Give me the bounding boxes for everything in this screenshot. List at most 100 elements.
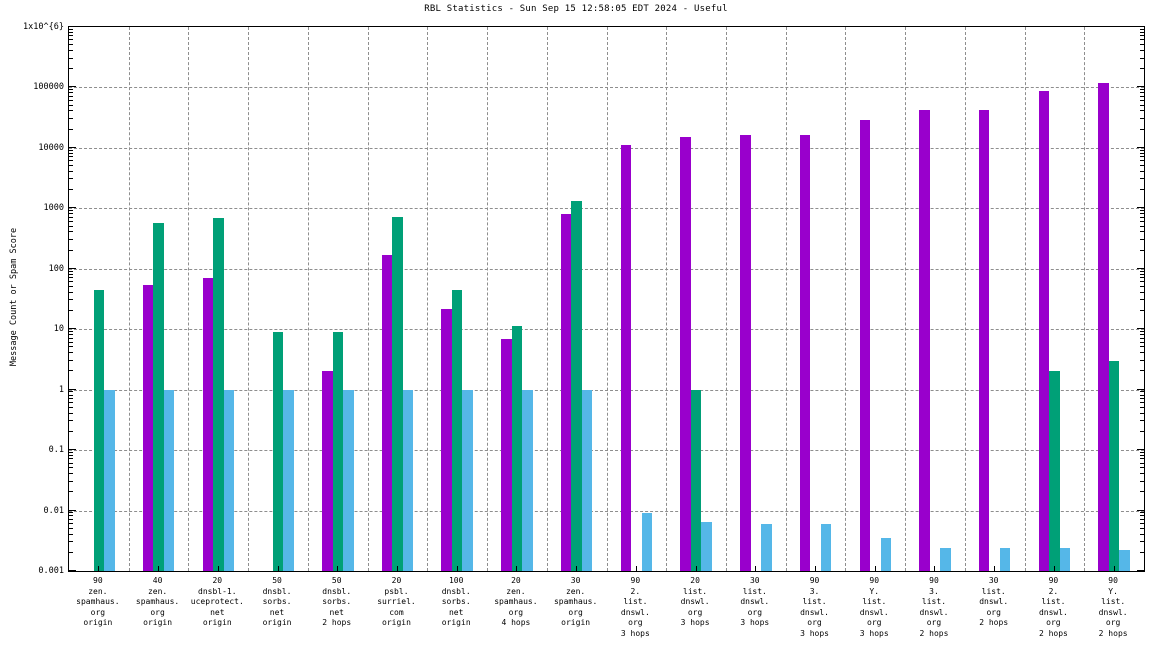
y-tick-minor (68, 95, 73, 97)
y-tick-minor (1140, 491, 1145, 493)
x-tick-mark (337, 566, 339, 571)
y-tick-minor (1140, 210, 1145, 212)
y-tick-minor (1140, 220, 1145, 222)
y-tick-minor (68, 491, 73, 493)
y-tick-minor (1140, 310, 1145, 312)
y-tick-minor (68, 216, 73, 218)
bar-not-spam (620, 145, 632, 571)
y-tick-minor (1140, 398, 1145, 400)
y-tick-minor (68, 160, 73, 162)
x-tick-label: 90 3. list. dnswl. org 3 hops (800, 576, 829, 638)
x-tick-label: 90 2. list. dnswl. org 2 hops (1038, 576, 1068, 638)
bar-score (820, 523, 832, 571)
y-tick-minor (68, 277, 73, 279)
group-separator (1084, 27, 1086, 571)
y-tick-minor (68, 178, 73, 180)
x-tick-label: 20 dnsbl-1. uceprotect. net origin (190, 576, 244, 627)
y-tick-minor (1140, 57, 1145, 59)
y-tick-major (1137, 146, 1145, 148)
bar-score (343, 389, 354, 571)
x-tick-label: 40 zen. spamhaus. org origin (135, 576, 180, 627)
x-tick-label: 90 2. list. dnswl. org 3 hops (620, 576, 650, 638)
y-tick-minor (68, 39, 73, 41)
group-separator (128, 27, 130, 571)
y-tick-minor (68, 57, 73, 59)
y-tick-label: 0.001 (38, 566, 64, 576)
bar-score (104, 389, 115, 571)
y-tick-minor (68, 225, 73, 227)
y-tick-minor (68, 458, 73, 460)
y-tick-minor (1140, 430, 1145, 432)
y-tick-minor (68, 128, 73, 130)
y-tick-minor (1140, 337, 1145, 339)
y-tick-minor (68, 341, 73, 343)
y-tick-minor (1140, 28, 1145, 30)
y-tick-minor (1140, 551, 1145, 553)
bar-score (1119, 550, 1130, 571)
y-tick-minor (68, 110, 73, 112)
y-tick-minor (1140, 165, 1145, 167)
x-tick-mark (516, 566, 518, 571)
y-tick-minor (68, 249, 73, 251)
bar-score (940, 548, 951, 571)
y-tick-label: 0.01 (43, 505, 64, 516)
y-tick-minor (1140, 391, 1145, 393)
y-tick-minor (68, 451, 73, 453)
x-tick-label: 20 list. dnswl. org 3 hops (680, 576, 710, 627)
y-tick-minor (1140, 299, 1145, 301)
y-tick-minor (68, 454, 73, 456)
x-tick-mark (695, 566, 697, 571)
y-tick-major (1137, 509, 1145, 511)
x-tick-label: 90 Y. list. dnswl. org 3 hops (859, 576, 889, 638)
y-tick-minor (68, 44, 73, 46)
y-tick-minor (68, 50, 73, 52)
y-tick-major (68, 86, 76, 88)
bar-score (1059, 548, 1071, 571)
y-tick-minor (1140, 512, 1145, 514)
group-separator (725, 27, 727, 571)
x-tick-mark (98, 566, 100, 571)
y-tick-minor (68, 299, 73, 301)
y-tick-minor (68, 480, 73, 482)
x-tick-mark (994, 566, 996, 571)
y-tick-minor (68, 238, 73, 240)
y-tick-minor (68, 467, 73, 469)
y-tick-minor (1140, 270, 1145, 272)
y-tick-minor (1140, 128, 1145, 130)
y-tick-minor (68, 522, 73, 524)
y-tick-minor (1140, 406, 1145, 408)
y-tick-major (68, 509, 76, 511)
bar-spam (571, 201, 582, 571)
y-tick-major (68, 267, 76, 269)
bar-score (581, 389, 593, 571)
x-tick-label: 50 dnsbl. sorbs. net origin (262, 576, 292, 627)
y-tick-major (68, 146, 76, 148)
group-separator (845, 27, 847, 571)
y-tick-minor (1140, 35, 1145, 37)
y-tick-minor (68, 359, 73, 361)
plot-area (68, 26, 1145, 572)
y-tick-minor (68, 210, 73, 212)
y-tick-minor (1140, 291, 1145, 293)
bar-not-spam (919, 110, 930, 571)
y-tick-minor (68, 281, 73, 283)
y-tick-minor (68, 104, 73, 106)
y-tick-minor (1140, 402, 1145, 404)
group-separator (666, 27, 668, 571)
group-separator (1024, 27, 1026, 571)
y-tick-major (1137, 267, 1145, 269)
y-tick-minor (68, 462, 73, 464)
y-tick-minor (1140, 213, 1145, 215)
x-tick-mark (635, 566, 637, 571)
y-tick-minor (68, 420, 73, 422)
y-tick-minor (1140, 216, 1145, 218)
bar-score (163, 389, 175, 571)
y-tick-minor (1140, 31, 1145, 33)
y-tick-minor (68, 89, 73, 91)
y-tick-minor (1140, 156, 1145, 158)
y-tick-minor (1140, 473, 1145, 475)
y-tick-minor (68, 149, 73, 151)
bar-not-spam (560, 214, 572, 571)
group-separator (427, 27, 429, 571)
y-tick-minor (1140, 334, 1145, 336)
